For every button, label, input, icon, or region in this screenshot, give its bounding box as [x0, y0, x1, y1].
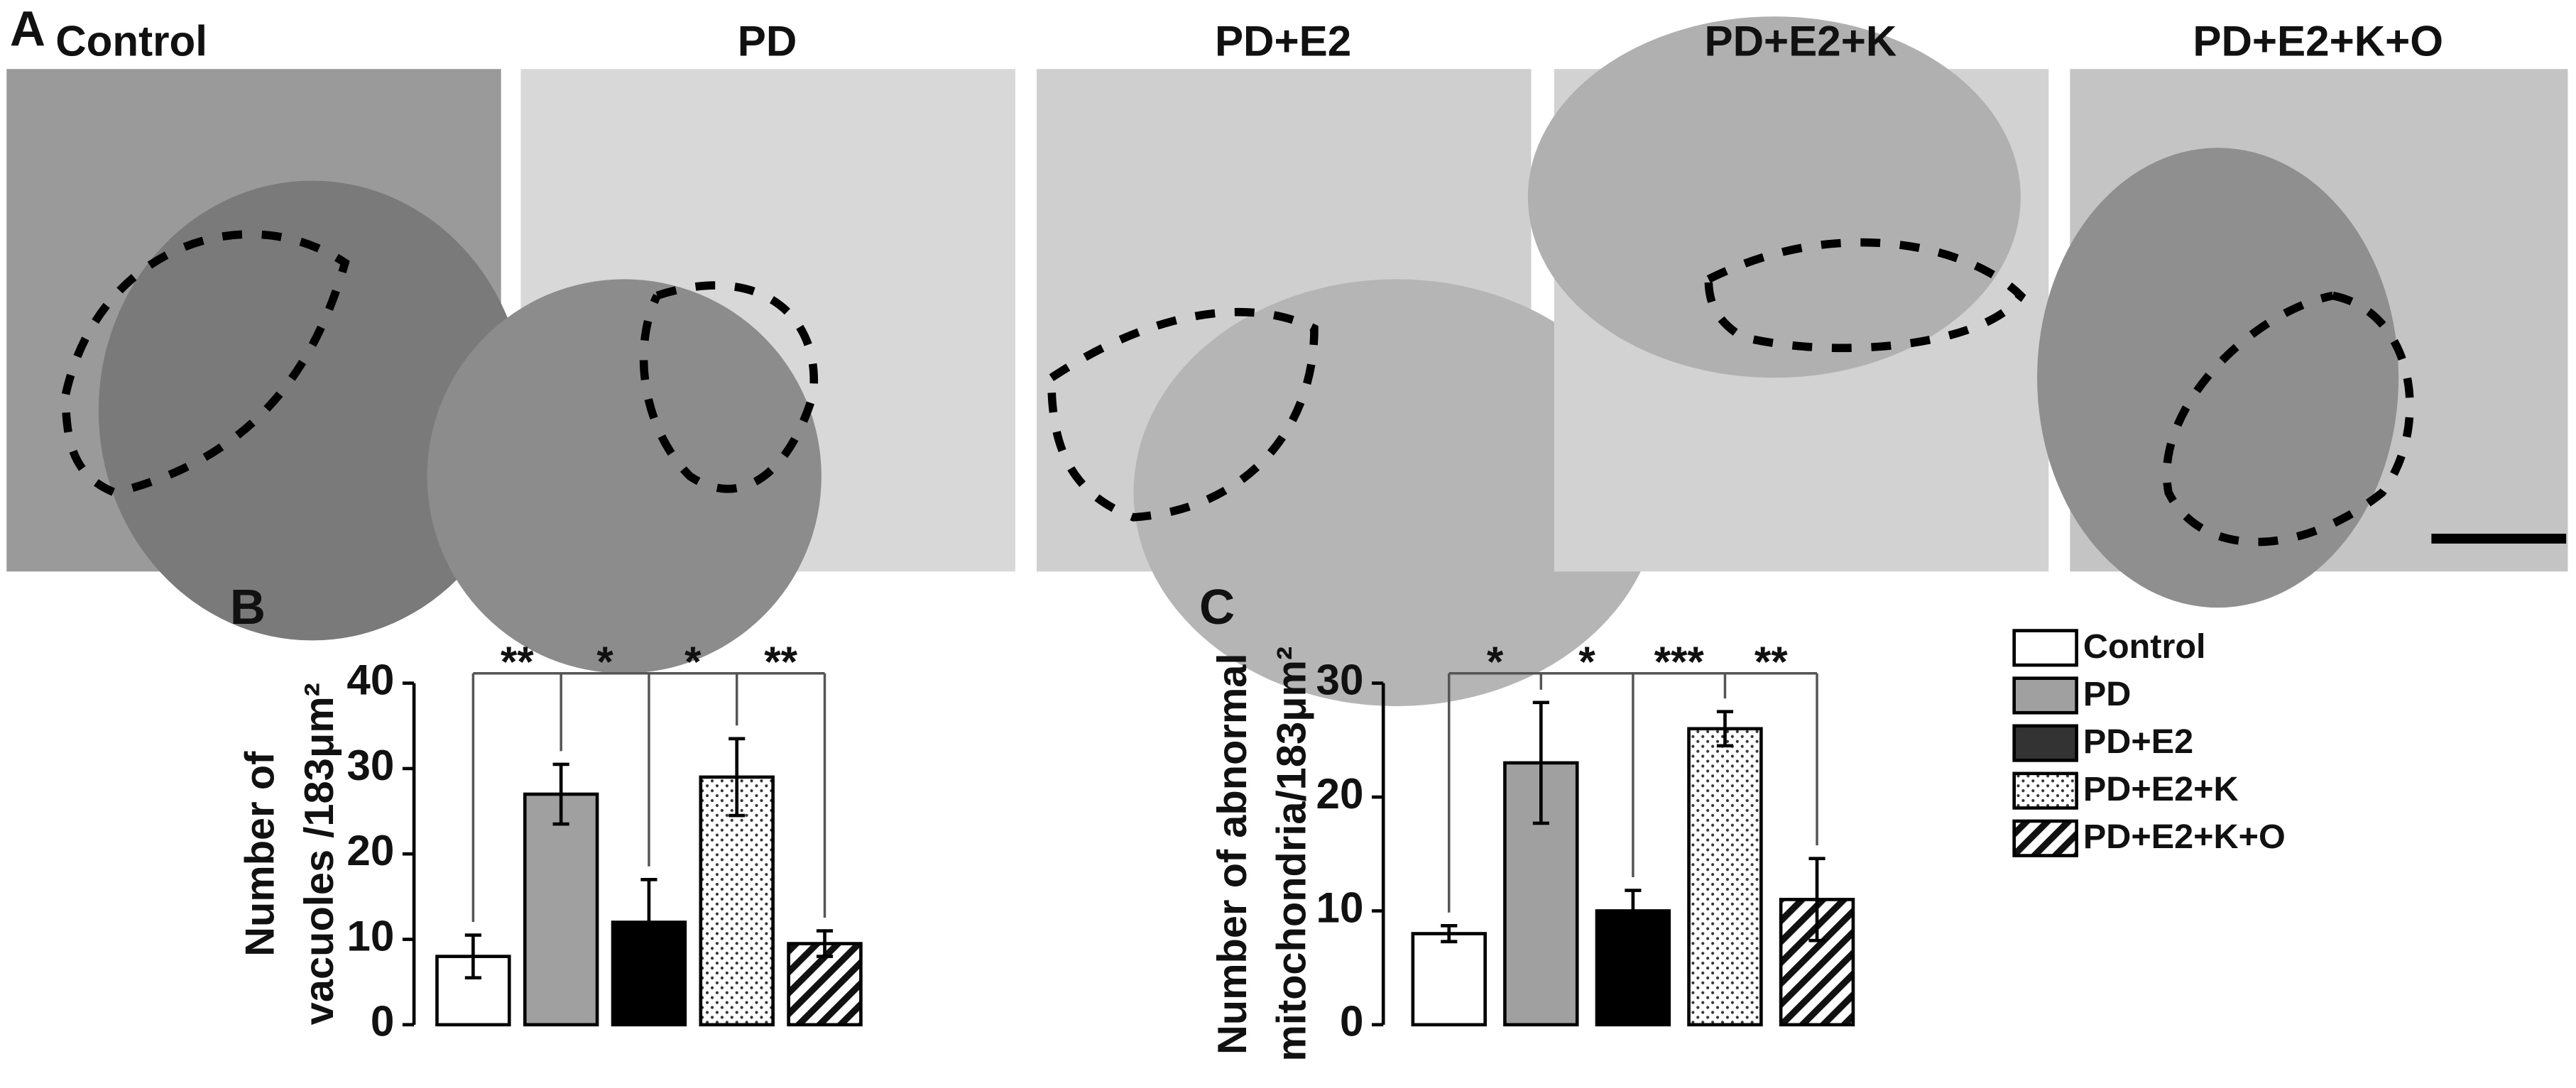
- y-axis-label: mitochondria/183μm²: [1270, 647, 1315, 1062]
- error-bar: [1441, 923, 1458, 944]
- error-bar: [1625, 889, 1642, 933]
- error-bar: [1532, 700, 1549, 825]
- legend-label: Control: [2083, 627, 2206, 666]
- bar: [1503, 761, 1579, 1027]
- significance: **: [501, 638, 534, 686]
- micrographs: [6, 16, 2568, 706]
- error-bar: [1716, 710, 1734, 748]
- panel-letter: C: [1199, 579, 1235, 634]
- y-tick-label: 0: [1340, 998, 1363, 1045]
- error-bar: [552, 762, 569, 826]
- legend-swatch: [2012, 629, 2078, 667]
- panel-title: Control: [55, 17, 207, 65]
- y-axis-label: Number of: [237, 751, 283, 957]
- legend-label: PD+E2: [2083, 722, 2193, 761]
- legend-swatch: [2012, 676, 2078, 715]
- panel-letter: B: [230, 579, 266, 634]
- bar: [523, 792, 599, 1027]
- panel-title: PD+E2: [1215, 17, 1351, 65]
- panel-title: PD+E2+K: [1705, 17, 1897, 65]
- nucleus: [1527, 16, 2021, 378]
- legend-swatch: [2012, 819, 2078, 857]
- y-tick-label: 30: [1316, 656, 1364, 703]
- panel-title: PD: [738, 17, 797, 65]
- error-bar: [816, 929, 834, 958]
- y-axis-label: Number of abnormal: [1210, 653, 1255, 1055]
- significance: *: [1578, 638, 1595, 686]
- legend-swatch: [2012, 771, 2078, 810]
- error-bar: [1808, 857, 1825, 943]
- bar: [699, 775, 775, 1027]
- panel-letter: A: [10, 1, 45, 57]
- panel-title: PD+E2+K+O: [2193, 17, 2443, 65]
- error-bar: [728, 737, 746, 818]
- significance: *: [684, 638, 702, 686]
- y-axis-label: vacuoles /183μm²: [297, 683, 342, 1025]
- nucleus: [98, 180, 526, 641]
- legend-label: PD+E2+K: [2083, 770, 2239, 808]
- significance: ***: [1654, 638, 1705, 686]
- y-tick-label: 0: [371, 998, 394, 1045]
- nucleus: [2037, 148, 2399, 608]
- error-bar: [464, 933, 481, 979]
- significance: *: [1487, 638, 1504, 686]
- legend-swatch: [2012, 724, 2078, 762]
- nucleus: [427, 279, 822, 674]
- y-tick-label: 10: [346, 912, 394, 960]
- significance: *: [596, 638, 613, 686]
- legend-label: PD+E2+K+O: [2083, 818, 2286, 856]
- significance: **: [764, 638, 797, 686]
- error-bar: [640, 878, 657, 967]
- y-tick-label: 10: [1316, 884, 1364, 931]
- y-tick-label: 20: [346, 827, 394, 874]
- dashed-outline: [61, 230, 2414, 546]
- legend-label: PD: [2083, 675, 2131, 713]
- bar: [1687, 727, 1763, 1027]
- legend: Control PD PD+E2 PD+E2+K PD+E2+K+O: [2012, 627, 2286, 857]
- y-tick-label: 30: [346, 742, 394, 789]
- bar: [1411, 932, 1487, 1027]
- y-tick-label: 40: [346, 656, 394, 703]
- nucleus: [1133, 279, 1659, 706]
- significance: **: [1754, 638, 1788, 686]
- y-tick-label: 20: [1316, 770, 1364, 818]
